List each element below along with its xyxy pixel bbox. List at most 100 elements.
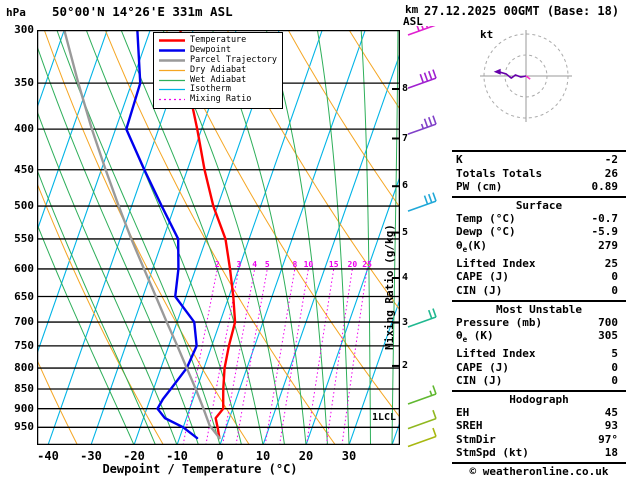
index-row: StmDir 97° (452, 433, 626, 447)
wind-barb (407, 26, 436, 36)
temp-tick-label: -40 (37, 449, 59, 463)
legend-item-label: Dewpoint (190, 45, 231, 56)
index-value: -5.9 (591, 225, 619, 239)
lcl-label: 1LCL (372, 412, 397, 423)
legend-item-label: Parcel Trajectory (190, 54, 277, 65)
wind-barb (407, 427, 437, 448)
index-value: 26 (604, 166, 618, 180)
index-row: CIN (J) 0 (452, 284, 626, 298)
barb-full-tick (421, 26, 425, 30)
index-value: 0 (611, 360, 618, 374)
pressure-tick-label: 900 (14, 401, 34, 415)
temp-tick-label: -10 (166, 449, 188, 463)
wet-adiabat-line (316, 30, 350, 445)
mixing-ratio-value: 5 (265, 260, 270, 269)
barb-staff (407, 200, 437, 212)
series-temperature (179, 30, 237, 440)
asl-label: ASL (403, 15, 423, 28)
temp-tick-label: 10 (255, 449, 271, 463)
index-label: θe(K) (456, 238, 488, 255)
wind-barb-column (407, 26, 437, 448)
pressure-tick-label: 450 (14, 162, 34, 176)
mixing-ratio-value: 25 (362, 260, 372, 269)
barb-full-tick (432, 69, 437, 79)
legend-item: Dry Adiabat (159, 65, 277, 75)
pressure-tick-label: 550 (14, 231, 34, 245)
legend-item: Mixing Ratio (159, 95, 277, 105)
indices-section: Most Unstable Pressure (mb) 700 θe (K) 305 Li… (452, 299, 626, 390)
datetime-title: 27.12.2025 00GMT (Base: 18) (424, 4, 620, 18)
isotherm-line (176, 30, 323, 445)
legend-line-sample (159, 59, 185, 62)
km-tick-label: 7 (402, 132, 409, 144)
index-value: 305 (598, 329, 618, 343)
wind-barb (407, 308, 437, 328)
pressure-tick-label: 400 (14, 122, 34, 136)
index-value: 93 (604, 419, 618, 433)
index-row: Dewp (°C) -5.9 (452, 225, 626, 239)
legend-item-label: Isotherm (190, 84, 231, 95)
km-tick-label: 3 (402, 316, 409, 328)
indices-section-title: Hodograph (509, 392, 569, 406)
isotherm-line (305, 174, 400, 445)
legend-line-sample (159, 99, 185, 101)
pressure-tick-label: 750 (14, 338, 34, 352)
index-label: θe (K) (456, 329, 494, 345)
mixing-ratio-value: 10 (304, 260, 314, 269)
index-label: SREH (456, 419, 483, 433)
index-label: Totals Totals (456, 166, 543, 180)
index-row: CAPE (J) 0 (452, 361, 626, 375)
barb-full-tick (432, 115, 437, 125)
barb-full-tick (425, 26, 429, 29)
isotherm-line (37, 30, 65, 110)
hodograph-trace-low (525, 75, 531, 80)
legend-item: Dewpoint (159, 46, 277, 56)
mixing-ratio-value: 2 (215, 260, 220, 269)
index-row: PW (cm) 0.89 (452, 180, 626, 194)
mixing-ratio-line (325, 268, 353, 445)
isotherm-line (37, 30, 151, 356)
index-label: Temp (°C) (456, 211, 516, 225)
index-value: 0 (611, 270, 618, 284)
isotherm-line (262, 51, 400, 445)
index-label: CAPE (J) (456, 270, 509, 284)
copyright: © weatheronline.co.uk (469, 465, 609, 478)
mixing-ratio-value: 3 (236, 260, 241, 269)
barb-full-tick (416, 26, 420, 32)
pressure-tick-label: 300 (14, 23, 34, 36)
legend-item: Temperature (159, 36, 277, 46)
legend-item: Isotherm (159, 85, 277, 95)
index-value: 45 (604, 405, 618, 419)
series-parcel-trajectory (63, 30, 221, 440)
legend-line-sample (159, 79, 185, 81)
wind-barb (407, 192, 437, 212)
mixing-ratio-line (235, 268, 268, 445)
pressure-tick-label: 800 (14, 361, 34, 375)
index-value: 18 (604, 446, 618, 460)
dry-adiabat-line (37, 358, 78, 445)
km-tick-label: 8 (402, 83, 409, 94)
temp-tick-label: -30 (80, 449, 102, 463)
indices-section: Hodograph EH 45 SREH 93 StmDir 97° StmSpd (kt) 1… (452, 389, 626, 462)
index-value: -0.7 (591, 211, 619, 225)
barb-full-tick (427, 193, 433, 203)
mixing-ratio-line (264, 268, 296, 445)
index-row: Lifted Index 25 (452, 257, 626, 271)
barb-full-tick (432, 308, 437, 318)
chart-legend: Temperature Dewpoint Parcel Trajectory Dry … (153, 32, 283, 109)
legend-item: Wet Adiabat (159, 75, 277, 85)
legend-item-label: Mixing Ratio (190, 94, 252, 105)
index-row: Temp (°C) -0.7 (452, 212, 626, 226)
index-value: 0 (611, 374, 618, 388)
pressure-tick-label: 500 (14, 199, 34, 213)
skewt-plot: 2 3 4 5 8 10 15 20 25 (37, 30, 400, 445)
series-dewpoint (125, 30, 199, 440)
index-label: Pressure (mb) (456, 315, 543, 329)
index-value: 700 (598, 315, 618, 329)
dry-adiabat-line (37, 181, 164, 445)
index-row: Lifted Index 5 (452, 347, 626, 361)
legend-item-label: Temperature (190, 35, 247, 46)
pressure-tick-label: 850 (14, 382, 34, 395)
pressure-tick-label: 650 (14, 289, 34, 303)
